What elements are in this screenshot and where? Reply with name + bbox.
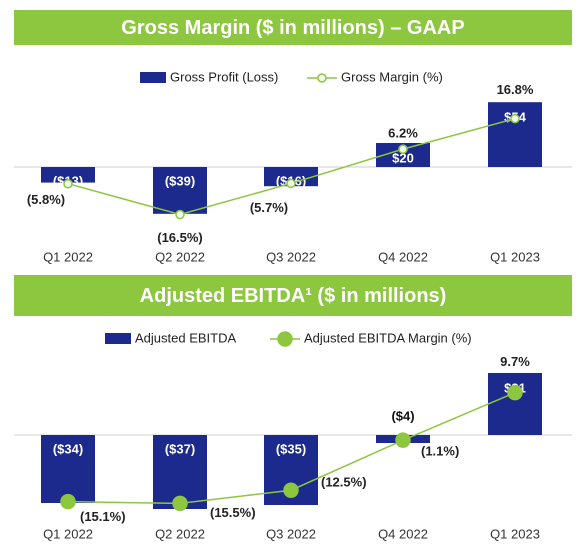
- line-marker: [283, 482, 299, 498]
- title-banner: [14, 10, 572, 45]
- x-tick-label: Q4 2022: [378, 526, 428, 541]
- x-tick-label: Q2 2022: [155, 526, 205, 541]
- x-tick-label: Q3 2022: [266, 249, 316, 264]
- legend-swatch: [140, 72, 166, 83]
- legend-marker: [317, 73, 327, 83]
- line-value-label: (15.1%): [80, 509, 126, 524]
- bar: [41, 435, 95, 503]
- bar: [153, 167, 207, 214]
- x-tick-label: Q1 2022: [43, 526, 93, 541]
- line-marker: [398, 144, 408, 154]
- line-value-label: (1.1%): [421, 444, 459, 459]
- line-value-label: 16.8%: [497, 82, 534, 97]
- line-marker: [395, 432, 411, 448]
- line-value-label: (5.7%): [250, 200, 288, 215]
- legend-label: Gross Margin (%): [341, 69, 443, 84]
- bar: [488, 102, 542, 167]
- bar-value-label: ($35): [276, 441, 306, 456]
- x-tick-label: Q1 2023: [490, 526, 540, 541]
- legend-swatch: [105, 333, 131, 344]
- bar-value-label: ($39): [165, 173, 195, 188]
- bar: [264, 167, 318, 187]
- line-marker: [63, 178, 73, 189]
- line-value-label: (12.5%): [321, 475, 367, 490]
- legend-label: Gross Profit (Loss): [170, 69, 278, 84]
- bar-value-label: $20: [392, 150, 414, 165]
- x-tick-label: Q2 2022: [155, 249, 205, 264]
- legend-label: Adjusted EBITDA: [135, 330, 236, 345]
- bar-value-label: ($37): [165, 441, 195, 456]
- chart-title: Gross Margin ($ in millions) – GAAP: [121, 17, 464, 39]
- legend-marker: [277, 331, 293, 347]
- bar-value-label: ($4): [391, 408, 414, 423]
- title-banner: [14, 275, 572, 316]
- chart-title: Adjusted EBITDA¹ ($ in millions): [140, 285, 447, 307]
- line-marker: [175, 209, 185, 220]
- bar-value-label: ($34): [53, 441, 83, 456]
- x-tick-label: Q4 2022: [378, 249, 428, 264]
- line-value-label: (5.8%): [27, 192, 65, 207]
- line-marker: [60, 493, 76, 510]
- line-marker: [510, 113, 520, 124]
- legend-label: Adjusted EBITDA Margin (%): [304, 330, 472, 345]
- line-marker: [507, 384, 523, 401]
- line-value-label: (15.5%): [210, 505, 256, 520]
- line-marker: [286, 178, 296, 189]
- x-tick-label: Q3 2022: [266, 526, 316, 541]
- line-marker: [172, 495, 188, 512]
- line-value-label: 9.7%: [500, 354, 530, 369]
- bar: [41, 167, 95, 183]
- line-value-label: 6.2%: [388, 126, 418, 141]
- bar: [488, 373, 542, 435]
- line-value-label: (16.5%): [157, 230, 203, 245]
- x-tick-label: Q1 2022: [43, 249, 93, 264]
- x-tick-label: Q1 2023: [490, 249, 540, 264]
